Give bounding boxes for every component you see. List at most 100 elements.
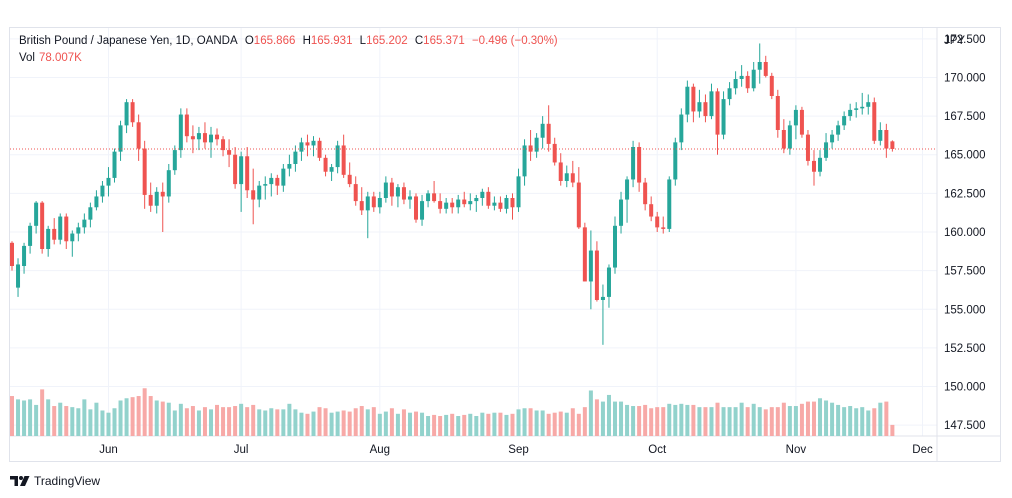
candle-body [202,133,207,143]
candle-body [82,219,87,228]
candle-body [534,137,539,152]
candle-body [775,96,780,130]
volume-bar [600,401,605,436]
volume-legend: Vol 78.007K [19,52,82,64]
candle-body [570,173,575,183]
candle-body [245,156,250,191]
volume-bar [860,407,865,436]
candle-body [498,202,503,209]
volume-bar [426,416,431,436]
open-value: 165.866 [253,35,296,47]
volume-bar [721,407,726,436]
volume-bar [106,412,111,436]
volume-bar [251,404,256,436]
candle-body [691,86,696,112]
candle-body [522,145,527,177]
volume-bar [142,388,147,436]
currency-label[interactable]: JPY [944,35,966,47]
volume-bar [613,401,617,436]
volume-bar [552,412,557,436]
candle-body [287,164,292,169]
candle-body [739,75,744,79]
volume-bar [52,406,57,436]
volume-bar [673,404,678,436]
volume-bar [100,410,105,436]
candle-body [16,264,21,288]
volume-bar [866,410,871,436]
volume-bar [625,404,630,436]
volume-label[interactable]: Vol [19,52,35,64]
candle-body [46,228,51,249]
volume-bar [510,413,515,436]
candle-body [281,168,286,186]
y-tick-label: 167.500 [944,111,986,123]
close-value: 165.371 [423,35,465,47]
volume-bar [124,398,129,436]
ohlc-legend: British Pound / Japanese Yen, 1D, OANDA … [19,35,558,47]
volume-bar [305,413,310,436]
volume-bar [781,402,786,436]
volume-bar [691,404,696,436]
candle-body [305,142,310,146]
high-value: 165.931 [310,35,353,47]
volume-bar [872,408,877,436]
volume-bar [420,412,425,436]
candle-body [787,125,792,149]
candle-body [76,227,81,234]
symbol-title[interactable]: British Pound / Japanese Yen, 1D, OANDA [19,35,238,47]
chart-frame [9,27,1001,462]
volume-bar [818,398,823,436]
candle-body [805,134,810,161]
volume-bar [227,407,232,436]
volume-bar [836,404,841,436]
candle-body [613,225,617,268]
volume-bar [202,407,207,436]
candle-body [703,102,708,117]
volume-bar [637,406,642,436]
candle-body [763,62,768,76]
volume-bar [450,413,455,436]
candle-body [359,201,364,211]
candle-body [215,134,220,140]
candle-body [275,177,280,186]
candle-body [420,201,425,220]
high-label: H [302,35,311,47]
volume-bar [245,407,250,436]
volume-bar [347,411,352,436]
x-tick-label: Oct [648,444,667,456]
candle-body [389,182,394,197]
volume-bar [383,411,388,436]
low-value: 165.202 [366,35,408,47]
volume-bar [359,406,364,436]
candle-body [546,123,551,144]
volume-bar [293,409,298,436]
candle-body [793,109,798,126]
candle-body [136,122,141,149]
volume-bar [799,403,804,436]
volume-bar [148,396,153,436]
volume-bar [444,414,449,436]
volume-bar [166,402,171,436]
candle-body [655,216,660,228]
tradingview-brand[interactable]: TradingView [10,474,100,488]
volume-bar [353,408,358,436]
candle-body [830,134,835,143]
candle-body [124,102,129,126]
candle-body [727,88,732,100]
volume-bar [341,410,346,436]
volume-bar [606,394,611,436]
candle-body [432,193,437,202]
y-tick-label: 147.500 [944,420,986,432]
volume-bar [16,399,21,436]
candle-body [860,106,865,109]
x-tick-label: Dec [912,444,933,456]
volume-bar [329,412,334,436]
volume-bar [317,407,322,436]
volume-bar [480,412,485,436]
volume-bar [564,412,569,436]
volume-bar [287,403,292,436]
candle-body [745,75,750,89]
candle-body [480,191,485,198]
candle-body [395,187,400,197]
